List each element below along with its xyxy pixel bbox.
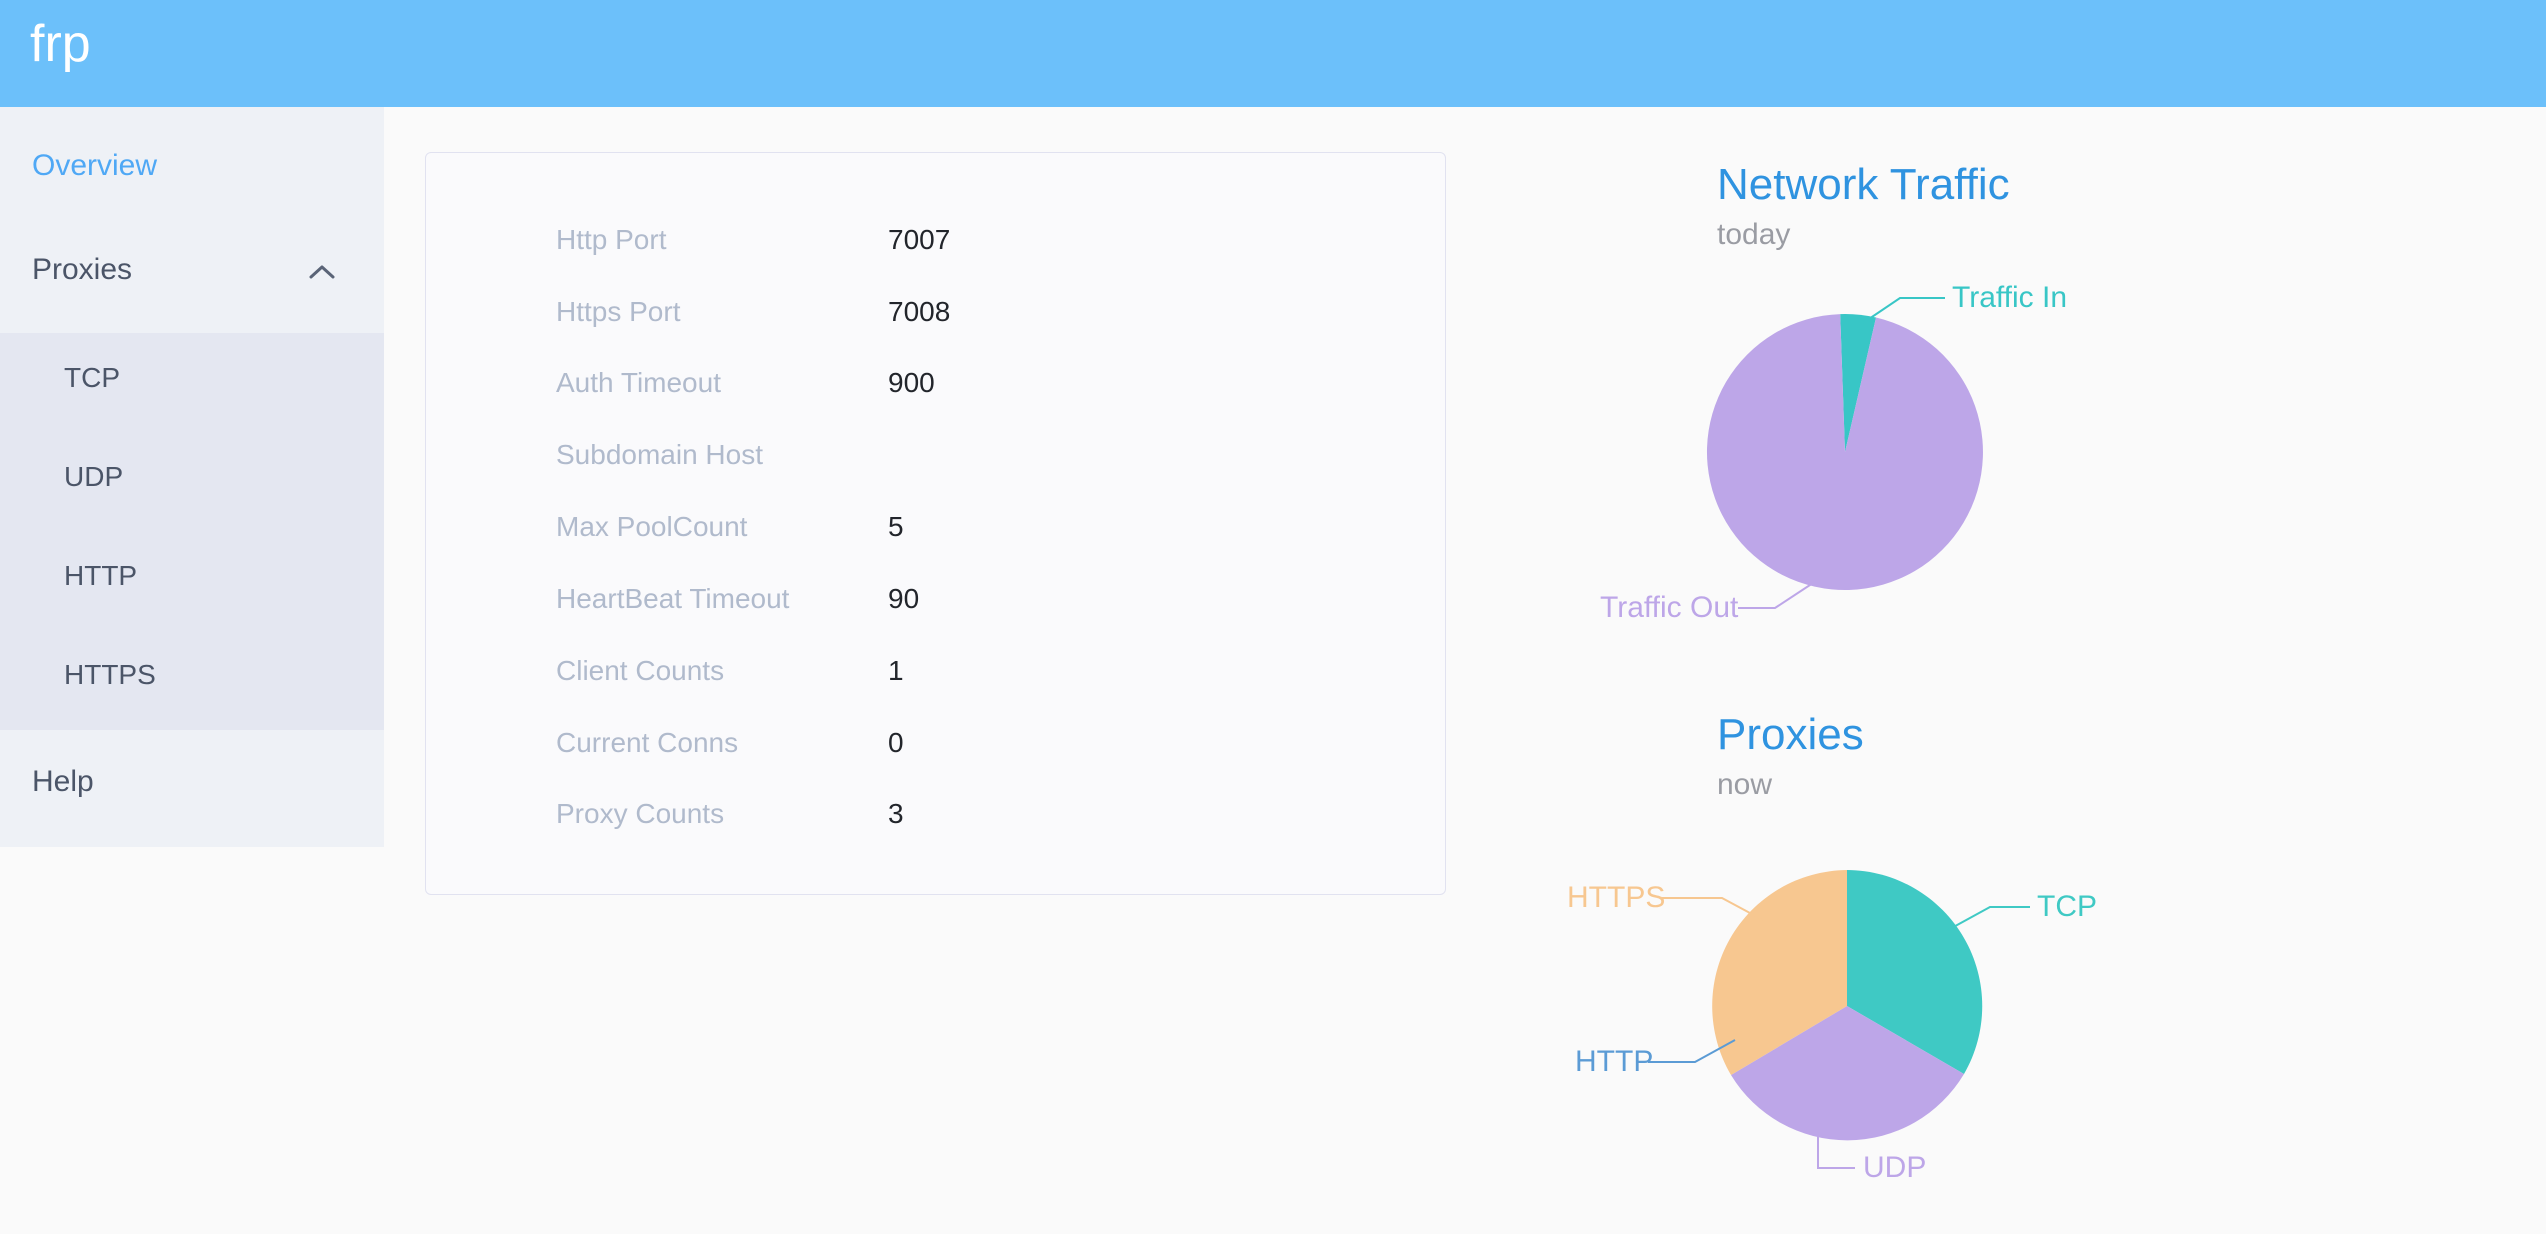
svg-text:Traffic Out: Traffic Out bbox=[1600, 591, 1739, 624]
svg-text:TCP: TCP bbox=[2037, 890, 2097, 923]
svg-text:HTTP: HTTP bbox=[1575, 1045, 1653, 1078]
svg-text:HTTPS: HTTPS bbox=[1567, 881, 1665, 914]
svg-text:Traffic In: Traffic In bbox=[1952, 281, 2067, 314]
svg-text:UDP: UDP bbox=[1863, 1151, 1926, 1184]
